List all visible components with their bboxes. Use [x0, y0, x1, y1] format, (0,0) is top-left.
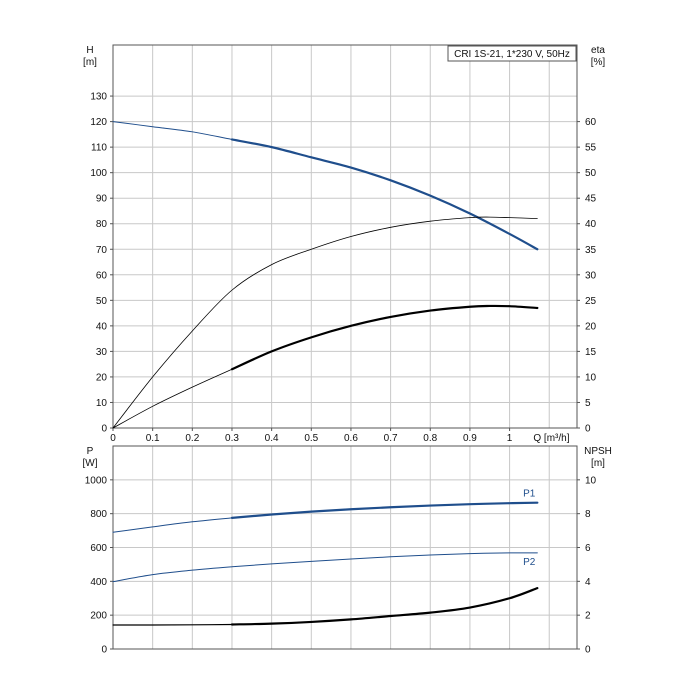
x-tick-label: 0.6	[344, 433, 358, 444]
chart-title-box	[447, 45, 577, 62]
top-left-tick-label: 40	[96, 321, 108, 332]
top-series-2-curve	[112, 216, 538, 429]
top-right-tick-label: 5	[585, 398, 591, 409]
top-right-tick-label: 0	[585, 424, 591, 435]
x-tick-label: 0.3	[225, 433, 239, 444]
bottom-left-axis-unit: [W]	[83, 458, 98, 469]
top-left-tick-label: 50	[96, 296, 108, 307]
x-axis-title: Q [m³/h]	[533, 433, 569, 444]
chart-title: CRI 1S-21, 1*230 V, 50Hz	[454, 49, 570, 60]
x-tick-label: 0.9	[463, 433, 477, 444]
top-right-tick-label: 15	[585, 347, 597, 358]
top-right-tick-label: 20	[585, 321, 597, 332]
x-tick-label: 0.2	[185, 433, 199, 444]
power-npsh-chart: 0 200 400 600 800 1000 0 2 4 6 8 10 P[W] NPSH[m] P1 P2	[83, 445, 612, 656]
top-right-tick-label: 45	[585, 194, 597, 205]
top-right-tick-label: 30	[585, 270, 597, 281]
x-tick-label: 0	[110, 433, 116, 444]
bottom-right-axis-title: NPSH	[584, 446, 612, 457]
p1-curve-duty-range	[230, 501, 539, 519]
top-right-tick-label: 10	[585, 372, 597, 383]
top-left-tick-label: 90	[96, 194, 108, 205]
p1-curve	[112, 502, 538, 533]
top-left-tick-label: 30	[96, 347, 108, 358]
top-series-1-curve-duty-range	[230, 138, 539, 251]
bottom-right-tick-label: 0	[585, 645, 591, 656]
bottom-right-tick-label: 6	[585, 543, 591, 554]
bottom-left-axis-title: P	[87, 446, 94, 457]
x-tick-label: 0.5	[304, 433, 318, 444]
p2-curve	[112, 552, 538, 583]
bottom-left-tick-label: 400	[90, 577, 107, 588]
bottom-left-tick-label: 600	[90, 543, 107, 554]
bottom-left-tick-label: 800	[90, 509, 107, 520]
top-plot-frame	[112, 44, 578, 429]
x-tick-label: 0.7	[384, 433, 398, 444]
top-left-axis-title: H	[86, 45, 93, 56]
top-left-tick-label: 80	[96, 219, 108, 230]
bottom-left-tick-label: 0	[101, 645, 107, 656]
top-left-tick-label: 110	[91, 143, 107, 154]
top-right-tick-label: 55	[585, 143, 597, 154]
top-right-tick-label: 35	[585, 245, 597, 256]
top-right-axis-unit: [%]	[591, 57, 606, 68]
top-series-3-curve-duty-range	[230, 304, 539, 371]
bottom-right-tick-label: 10	[585, 475, 597, 486]
top-left-tick-label: 10	[96, 398, 108, 409]
top-series-1-curve	[112, 121, 538, 250]
top-series-3-curve	[112, 305, 538, 429]
top-left-tick-label: 20	[96, 372, 108, 383]
top-right-tick-label: 25	[585, 296, 597, 307]
top-left-tick-label: 120	[90, 117, 107, 128]
bottom-right-tick-label: 4	[585, 577, 591, 588]
x-tick-label: 0.8	[423, 433, 437, 444]
p1-series-label: P1	[523, 489, 536, 500]
bottom-series-3-curve-duty-range	[230, 587, 539, 626]
top-left-tick-label: 60	[96, 270, 108, 281]
top-right-tick-label: 50	[585, 168, 597, 179]
bottom-right-axis-unit: [m]	[591, 458, 605, 469]
top-left-tick-label: 0	[101, 424, 107, 435]
top-left-axis-unit: [m]	[83, 57, 97, 68]
bottom-left-tick-label: 1000	[85, 475, 108, 486]
top-left-tick-label: 70	[96, 245, 108, 256]
bottom-right-tick-label: 2	[585, 611, 591, 622]
top-right-tick-label: 40	[585, 219, 597, 230]
bottom-left-tick-label: 200	[90, 611, 107, 622]
top-left-tick-label: 130	[90, 92, 107, 103]
x-tick-label: 0.1	[146, 433, 160, 444]
top-right-tick-label: 60	[585, 117, 597, 128]
top-left-tick-label: 100	[90, 168, 107, 179]
x-tick-label: 1	[507, 433, 513, 444]
bottom-right-tick-label: 8	[585, 509, 591, 520]
x-tick-label: 0.4	[265, 433, 279, 444]
p2-series-label: P2	[523, 557, 536, 568]
top-right-axis-title: eta	[591, 45, 605, 56]
head-efficiency-chart: 0102030405060708090100110120130051015202…	[83, 44, 606, 444]
